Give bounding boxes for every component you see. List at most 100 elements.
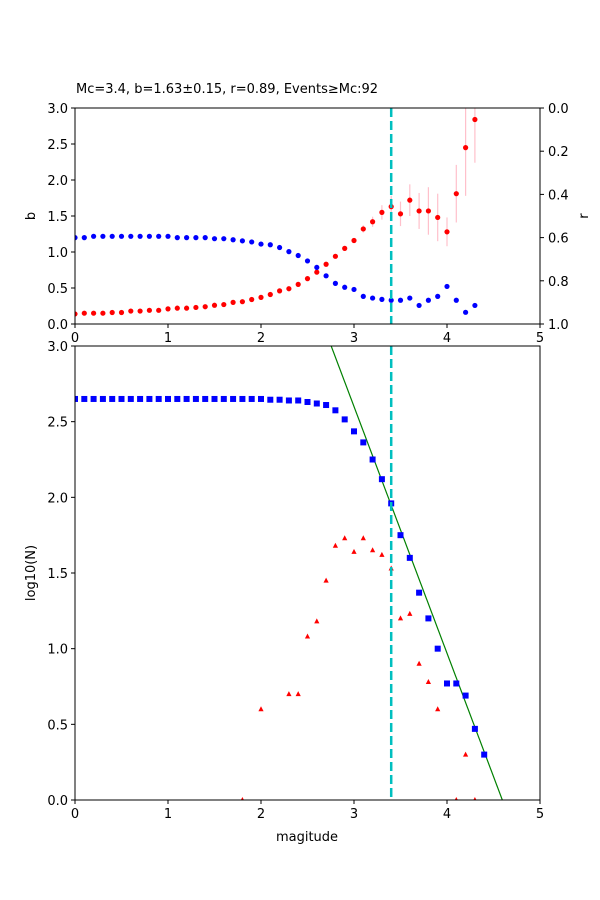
b-value-point	[184, 305, 190, 311]
cumulative-point	[99, 395, 106, 402]
b-value-point	[425, 208, 431, 214]
cumulative-point	[471, 725, 478, 732]
cumulative-point	[434, 645, 441, 652]
b-value-point	[453, 191, 459, 197]
cumulative-point	[183, 395, 190, 402]
b-value-point	[370, 219, 376, 225]
top-x-tick-label: 4	[443, 331, 451, 346]
r-value-point	[81, 235, 87, 241]
b-value-point	[165, 306, 171, 312]
cumulative-point	[146, 395, 153, 402]
cumulative-point	[341, 416, 348, 423]
top-y2-tick-label: 0.8	[548, 275, 569, 290]
cumulative-point	[285, 397, 292, 404]
cumulative-point	[360, 439, 367, 446]
r-value-point	[342, 284, 348, 290]
bottom-y-tick-label: 1.5	[47, 567, 68, 582]
b-value-point	[286, 286, 292, 292]
cumulative-point	[416, 589, 423, 596]
b-value-point	[258, 294, 264, 300]
cumulative-point	[211, 395, 218, 402]
cumulative-point	[406, 554, 413, 561]
cumulative-point	[267, 396, 274, 403]
b-value-point	[118, 309, 125, 316]
r-value-point	[388, 297, 394, 303]
top-y2-tick-label: 0.2	[548, 145, 569, 160]
cumulative-point	[118, 395, 125, 402]
noncumulative-point	[314, 618, 320, 624]
top-y-tick-label: 0.0	[47, 318, 68, 333]
b-value-point	[100, 310, 106, 316]
cumulative-point	[192, 395, 199, 402]
r-value-point	[397, 297, 404, 303]
b-value-point	[304, 276, 311, 282]
r-value-point	[407, 295, 413, 301]
noncumulative-point	[304, 633, 311, 639]
top-x-tick-label: 2	[257, 331, 265, 346]
b-value-point	[109, 309, 115, 316]
bottom-axes-frame	[74, 345, 541, 801]
noncumulative-point	[258, 706, 264, 712]
b-value-point	[128, 308, 134, 314]
b-value-point	[230, 299, 236, 305]
top-x-tick-label: 1	[164, 331, 172, 346]
b-value-point	[332, 253, 338, 259]
gr-fit-line	[330, 346, 503, 800]
top-x-tick-label: 5	[536, 331, 544, 346]
b-value-point	[81, 310, 87, 316]
b-value-point	[211, 302, 218, 308]
r-value-point	[267, 242, 273, 248]
cumulative-point	[453, 680, 460, 687]
r-value-point	[472, 302, 478, 309]
cumulative-point	[313, 400, 320, 407]
cumulative-point	[351, 428, 357, 435]
bottom-y-tick-label: 0.5	[47, 718, 68, 733]
r-value-point	[286, 249, 292, 255]
noncumulative-point	[360, 535, 366, 541]
b-value-point	[295, 281, 301, 287]
noncumulative-point	[425, 678, 431, 684]
r-value-point	[332, 280, 338, 286]
cumulative-point	[75, 395, 78, 402]
top-y2-tick-label: 1.0	[548, 318, 569, 333]
top-y-axis-label: b	[24, 212, 39, 220]
r-value-point	[360, 293, 366, 299]
cumulative-point	[323, 402, 330, 409]
b-value-point	[435, 214, 441, 221]
b-value-point	[221, 301, 227, 308]
bottom-x-tick-label: 4	[443, 807, 451, 822]
cumulative-point	[220, 395, 227, 402]
r-value-point	[370, 295, 376, 301]
r-value-point	[156, 233, 162, 239]
b-value-point	[444, 229, 450, 235]
b-value-point	[249, 296, 255, 303]
cumulative-point	[202, 395, 209, 402]
noncumulative-point	[351, 548, 357, 554]
top-y-tick-label: 0.5	[47, 282, 68, 297]
r-value-point	[379, 296, 385, 302]
noncumulative-point	[454, 797, 458, 800]
b-value-point	[174, 305, 180, 311]
b-value-point	[137, 308, 143, 314]
bottom-x-axis-label: magitude	[276, 830, 338, 845]
r-value-point	[109, 233, 115, 239]
bottom-x-tick-label: 3	[350, 807, 358, 822]
cumulative-point	[397, 532, 404, 539]
cumulative-point	[462, 692, 469, 699]
b-value-point	[407, 197, 413, 203]
b-value-point	[342, 245, 348, 251]
bottom-x-tick-label: 1	[164, 807, 172, 822]
noncumulative-point	[332, 542, 338, 548]
top-y-tick-label: 1.5	[47, 210, 68, 225]
r-value-point	[351, 286, 357, 293]
b-value-point	[323, 261, 329, 267]
r-value-point	[444, 283, 450, 290]
r-value-point	[193, 235, 199, 241]
b-value-point	[277, 288, 283, 294]
cumulative-point	[239, 395, 246, 402]
r-value-point	[249, 239, 255, 245]
b-value-point	[146, 307, 152, 313]
chart-title: Mc=3.4, b=1.63±0.15, r=0.89, Events≥Mc:9…	[76, 82, 378, 97]
noncumulative-point	[370, 547, 376, 553]
cumulative-point	[304, 398, 311, 405]
